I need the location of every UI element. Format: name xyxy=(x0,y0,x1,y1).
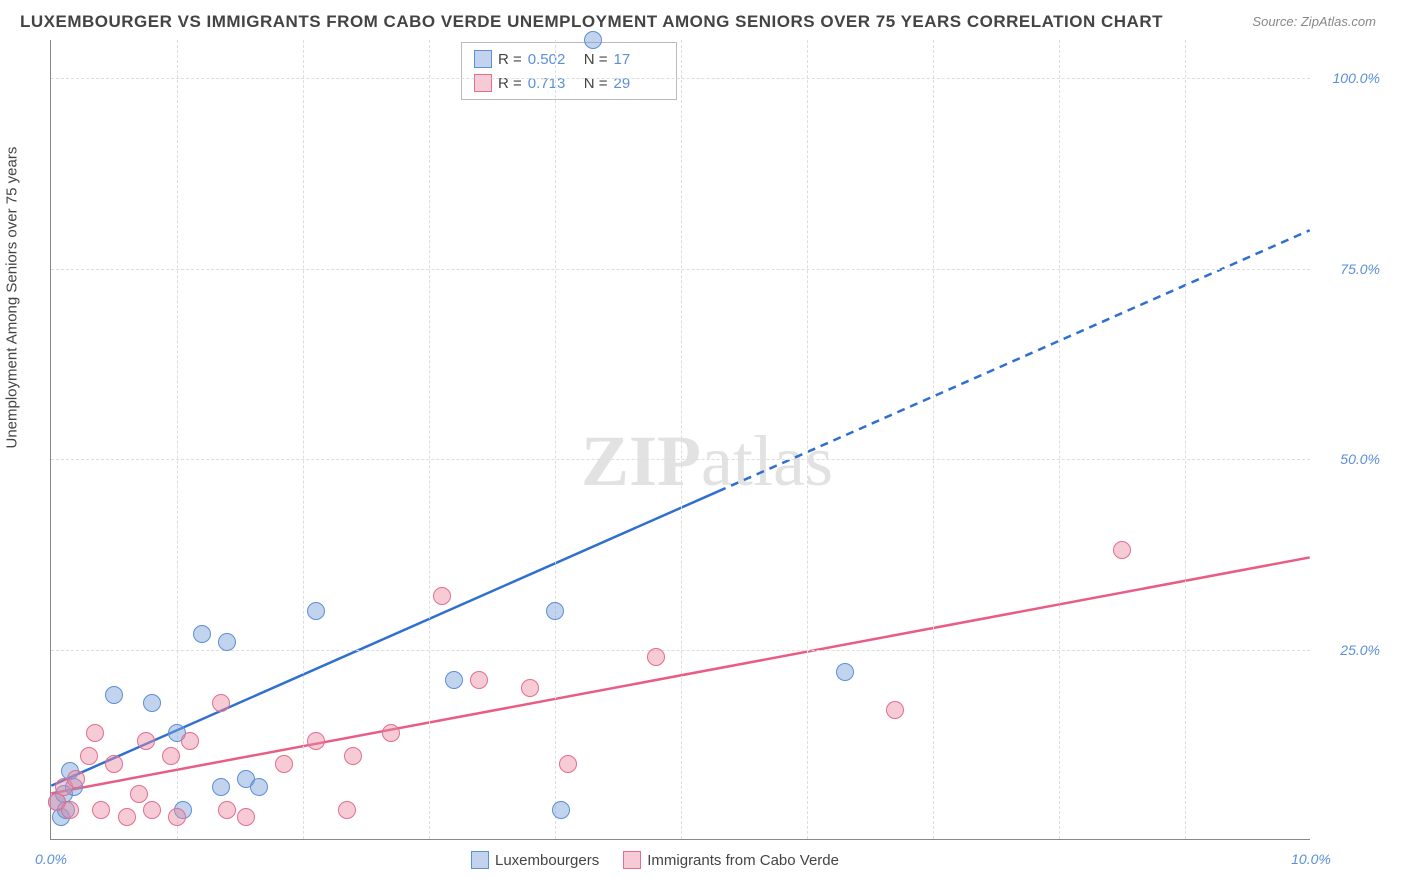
correlation-stats-box: R = 0.502 N = 17 R = 0.713 N = 29 xyxy=(461,42,677,100)
source-attribution: Source: ZipAtlas.com xyxy=(1252,14,1376,29)
scatter-plot: ZIPatlas R =0.502N =17R =0.713N =29 Luxe… xyxy=(50,40,1310,840)
scatter-point-cabo xyxy=(382,724,400,742)
stats-row-lux: R = 0.502 N = 17 xyxy=(474,47,664,71)
legend-item-lux: Luxembourgers xyxy=(471,851,599,869)
scatter-point-lux xyxy=(546,602,564,620)
legend: Luxembourgers Immigrants from Cabo Verde xyxy=(471,851,839,869)
n-value-cabo: 29 xyxy=(614,75,664,92)
scatter-point-cabo xyxy=(218,801,236,819)
scatter-point-lux xyxy=(193,625,211,643)
scatter-point-cabo xyxy=(1113,541,1131,559)
gridline-vertical xyxy=(681,40,682,839)
gridline-vertical xyxy=(1185,40,1186,839)
scatter-point-cabo xyxy=(181,732,199,750)
y-tick-label: 75.0% xyxy=(1320,261,1380,277)
scatter-point-lux xyxy=(143,694,161,712)
gridline-vertical xyxy=(177,40,178,839)
scatter-point-cabo xyxy=(237,808,255,826)
legend-item-cabo: Immigrants from Cabo Verde xyxy=(623,851,839,869)
y-tick-label: 50.0% xyxy=(1320,451,1380,467)
scatter-point-cabo xyxy=(80,747,98,765)
scatter-point-cabo xyxy=(886,701,904,719)
scatter-point-cabo xyxy=(137,732,155,750)
y-tick-label: 25.0% xyxy=(1320,642,1380,658)
watermark-thin: atlas xyxy=(701,421,833,501)
scatter-point-cabo xyxy=(105,755,123,773)
scatter-point-lux xyxy=(105,686,123,704)
gridline-vertical xyxy=(429,40,430,839)
scatter-point-cabo xyxy=(275,755,293,773)
n-value-lux: 17 xyxy=(614,51,664,68)
scatter-point-cabo xyxy=(212,694,230,712)
legend-label-cabo: Immigrants from Cabo Verde xyxy=(647,852,839,869)
scatter-point-cabo xyxy=(647,648,665,666)
scatter-point-cabo xyxy=(92,801,110,819)
scatter-point-cabo xyxy=(168,808,186,826)
scatter-point-cabo xyxy=(307,732,325,750)
scatter-point-lux xyxy=(212,778,230,796)
source-value: ZipAtlas.com xyxy=(1301,14,1376,29)
gridline-vertical xyxy=(807,40,808,839)
r-label: R = xyxy=(498,51,522,68)
gridline-vertical xyxy=(933,40,934,839)
n-label: N = xyxy=(584,51,608,68)
x-tick-label: 10.0% xyxy=(1291,851,1331,867)
scatter-point-lux xyxy=(307,602,325,620)
scatter-point-lux xyxy=(584,31,602,49)
x-tick-label: 0.0% xyxy=(35,851,67,867)
scatter-point-cabo xyxy=(344,747,362,765)
scatter-point-cabo xyxy=(86,724,104,742)
y-tick-label: 100.0% xyxy=(1320,70,1380,86)
swatch-cabo xyxy=(623,851,641,869)
y-axis-label: Unemployment Among Seniors over 75 years xyxy=(4,147,21,449)
watermark-logo: ZIPatlas xyxy=(581,420,833,503)
scatter-point-lux xyxy=(836,663,854,681)
gridline-vertical xyxy=(555,40,556,839)
chart-title: LUXEMBOURGER VS IMMIGRANTS FROM CABO VER… xyxy=(20,12,1163,32)
gridline-vertical xyxy=(1059,40,1060,839)
scatter-point-lux xyxy=(445,671,463,689)
scatter-point-cabo xyxy=(559,755,577,773)
scatter-point-cabo xyxy=(521,679,539,697)
watermark-bold: ZIP xyxy=(581,421,701,501)
scatter-point-cabo xyxy=(61,801,79,819)
scatter-point-cabo xyxy=(118,808,136,826)
scatter-point-cabo xyxy=(143,801,161,819)
swatch-cabo xyxy=(474,74,492,92)
scatter-point-cabo xyxy=(470,671,488,689)
scatter-point-cabo xyxy=(67,770,85,788)
r-value-cabo: 0.713 xyxy=(528,75,578,92)
legend-label-lux: Luxembourgers xyxy=(495,852,599,869)
r-value-lux: 0.502 xyxy=(528,51,578,68)
scatter-point-lux xyxy=(218,633,236,651)
source-label: Source: xyxy=(1252,14,1297,29)
r-label: R = xyxy=(498,75,522,92)
scatter-point-lux xyxy=(552,801,570,819)
scatter-point-cabo xyxy=(130,785,148,803)
scatter-point-cabo xyxy=(162,747,180,765)
gridline-vertical xyxy=(303,40,304,839)
scatter-point-cabo xyxy=(433,587,451,605)
swatch-lux xyxy=(471,851,489,869)
n-label: N = xyxy=(584,75,608,92)
scatter-point-lux xyxy=(250,778,268,796)
stats-row-cabo: R = 0.713 N = 29 xyxy=(474,71,664,95)
swatch-lux xyxy=(474,50,492,68)
scatter-point-cabo xyxy=(338,801,356,819)
